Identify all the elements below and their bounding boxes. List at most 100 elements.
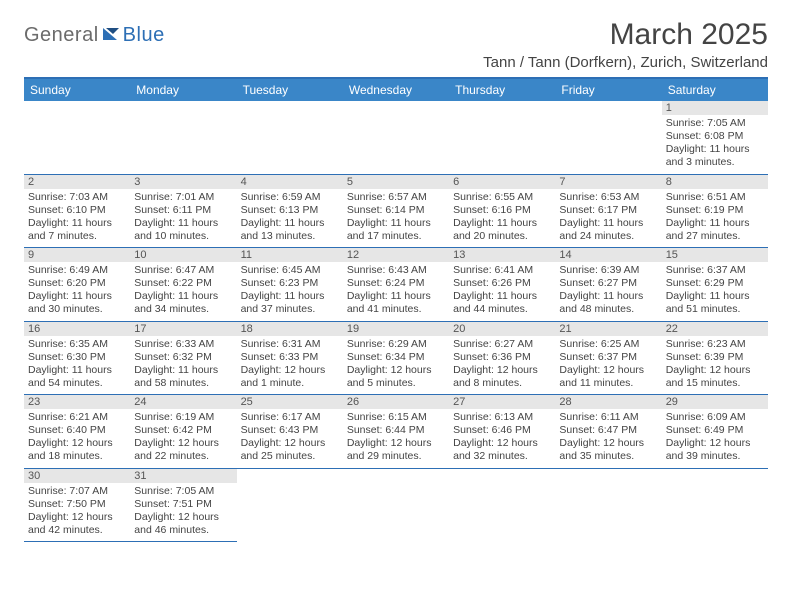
daylight-text: Daylight: 12 hours and 35 minutes. — [559, 437, 657, 463]
sunset-text: Sunset: 6:10 PM — [28, 204, 126, 217]
sunrise-text: Sunrise: 6:09 AM — [666, 411, 764, 424]
calendar-cell: 3Sunrise: 7:01 AMSunset: 6:11 PMDaylight… — [130, 174, 236, 248]
location-subtitle: Tann / Tann (Dorfkern), Zurich, Switzerl… — [483, 54, 768, 71]
weekday-header: Wednesday — [343, 79, 449, 101]
day-details: Sunrise: 6:19 AMSunset: 6:42 PMDaylight:… — [130, 409, 236, 468]
sunrise-text: Sunrise: 7:03 AM — [28, 191, 126, 204]
daylight-text: Daylight: 11 hours and 30 minutes. — [28, 290, 126, 316]
day-number: 30 — [24, 469, 130, 483]
calendar-cell: 6Sunrise: 6:55 AMSunset: 6:16 PMDaylight… — [449, 174, 555, 248]
day-number: 31 — [130, 469, 236, 483]
calendar-cell — [449, 468, 555, 542]
day-details: Sunrise: 6:55 AMSunset: 6:16 PMDaylight:… — [449, 189, 555, 248]
day-number: 15 — [662, 248, 768, 262]
daylight-text: Daylight: 11 hours and 7 minutes. — [28, 217, 126, 243]
logo-flag-icon — [103, 26, 121, 40]
day-details: Sunrise: 6:45 AMSunset: 6:23 PMDaylight:… — [237, 262, 343, 321]
sunrise-text: Sunrise: 6:37 AM — [666, 264, 764, 277]
sunrise-text: Sunrise: 7:01 AM — [134, 191, 232, 204]
daylight-text: Daylight: 11 hours and 48 minutes. — [559, 290, 657, 316]
day-number: 2 — [24, 175, 130, 189]
weekday-header: Sunday — [24, 79, 130, 101]
day-details: Sunrise: 6:57 AMSunset: 6:14 PMDaylight:… — [343, 189, 449, 248]
calendar-cell: 16Sunrise: 6:35 AMSunset: 6:30 PMDayligh… — [24, 321, 130, 395]
day-details: Sunrise: 6:15 AMSunset: 6:44 PMDaylight:… — [343, 409, 449, 468]
day-number: 21 — [555, 322, 661, 336]
daylight-text: Daylight: 12 hours and 15 minutes. — [666, 364, 764, 390]
sunset-text: Sunset: 6:32 PM — [134, 351, 232, 364]
day-details: Sunrise: 6:41 AMSunset: 6:26 PMDaylight:… — [449, 262, 555, 321]
daylight-text: Daylight: 12 hours and 1 minute. — [241, 364, 339, 390]
calendar-cell: 7Sunrise: 6:53 AMSunset: 6:17 PMDaylight… — [555, 174, 661, 248]
daylight-text: Daylight: 11 hours and 24 minutes. — [559, 217, 657, 243]
calendar-cell: 18Sunrise: 6:31 AMSunset: 6:33 PMDayligh… — [237, 321, 343, 395]
calendar-cell: 2 Sunrise: 7:03 AMSunset: 6:10 PMDaylight… — [24, 174, 130, 248]
day-number: 19 — [343, 322, 449, 336]
daylight-text: Daylight: 11 hours and 58 minutes. — [134, 364, 232, 390]
calendar-cell: 25Sunrise: 6:17 AMSunset: 6:43 PMDayligh… — [237, 395, 343, 469]
sunset-text: Sunset: 6:24 PM — [347, 277, 445, 290]
sunset-text: Sunset: 6:20 PM — [28, 277, 126, 290]
sunrise-text: Sunrise: 6:11 AM — [559, 411, 657, 424]
calendar-week-row: 2Sunrise: 7:03 AMSunset: 6:10 PMDaylight… — [24, 174, 768, 248]
sunrise-text: Sunrise: 6:39 AM — [559, 264, 657, 277]
day-number: 25 — [237, 395, 343, 409]
sunrise-text: Sunrise: 6:29 AM — [347, 338, 445, 351]
day-details: Sunrise: 6:37 AMSunset: 6:29 PMDaylight:… — [662, 262, 768, 321]
sunset-text: Sunset: 6:13 PM — [241, 204, 339, 217]
day-number: 27 — [449, 395, 555, 409]
daylight-text: Daylight: 11 hours and 27 minutes. — [666, 217, 764, 243]
sunrise-text: Sunrise: 6:49 AM — [28, 264, 126, 277]
sunrise-text: Sunrise: 6:13 AM — [453, 411, 551, 424]
calendar-cell: 11Sunrise: 6:45 AMSunset: 6:23 PMDayligh… — [237, 248, 343, 322]
logo: General Blue — [24, 18, 165, 47]
sunrise-text: Sunrise: 6:35 AM — [28, 338, 126, 351]
calendar-cell — [237, 101, 343, 174]
calendar-cell: 12Sunrise: 6:43 AMSunset: 6:24 PMDayligh… — [343, 248, 449, 322]
day-number: 4 — [237, 175, 343, 189]
calendar-cell: 23Sunrise: 6:21 AMSunset: 6:40 PMDayligh… — [24, 395, 130, 469]
day-details: Sunrise: 6:47 AMSunset: 6:22 PMDaylight:… — [130, 262, 236, 321]
title-block: March 2025 Tann / Tann (Dorfkern), Zuric… — [483, 18, 768, 71]
sunset-text: Sunset: 6:42 PM — [134, 424, 232, 437]
sunset-text: Sunset: 6:27 PM — [559, 277, 657, 290]
sunset-text: Sunset: 6:22 PM — [134, 277, 232, 290]
day-details: Sunrise: 6:59 AMSunset: 6:13 PMDaylight:… — [237, 189, 343, 248]
day-number: 23 — [24, 395, 130, 409]
logo-word-2: Blue — [123, 24, 165, 47]
daylight-text: Daylight: 12 hours and 46 minutes. — [134, 511, 232, 537]
day-details: Sunrise: 7:05 AMSunset: 6:08 PMDaylight:… — [662, 115, 768, 174]
day-details: Sunrise: 6:31 AMSunset: 6:33 PMDaylight:… — [237, 336, 343, 395]
logo-word-1: General — [24, 24, 99, 47]
calendar-cell: 17Sunrise: 6:33 AMSunset: 6:32 PMDayligh… — [130, 321, 236, 395]
day-number: 22 — [662, 322, 768, 336]
day-details: Sunrise: 6:09 AMSunset: 6:49 PMDaylight:… — [662, 409, 768, 468]
sunrise-text: Sunrise: 6:47 AM — [134, 264, 232, 277]
day-details: Sunrise: 6:51 AMSunset: 6:19 PMDaylight:… — [662, 189, 768, 248]
calendar-cell: 22Sunrise: 6:23 AMSunset: 6:39 PMDayligh… — [662, 321, 768, 395]
calendar-week-row: 1Sunrise: 7:05 AMSunset: 6:08 PMDaylight… — [24, 101, 768, 174]
calendar-cell — [343, 101, 449, 174]
calendar-page: General Blue March 2025 Tann / Tann (Dor… — [0, 0, 792, 560]
sunrise-text: Sunrise: 7:05 AM — [666, 117, 764, 130]
day-details: Sunrise: 7:01 AMSunset: 6:11 PMDaylight:… — [130, 189, 236, 248]
calendar-cell: 9Sunrise: 6:49 AMSunset: 6:20 PMDaylight… — [24, 248, 130, 322]
sunset-text: Sunset: 6:43 PM — [241, 424, 339, 437]
day-details: Sunrise: 6:35 AMSunset: 6:30 PMDaylight:… — [24, 336, 130, 395]
day-number: 13 — [449, 248, 555, 262]
daylight-text: Daylight: 11 hours and 51 minutes. — [666, 290, 764, 316]
calendar-cell: 4Sunrise: 6:59 AMSunset: 6:13 PMDaylight… — [237, 174, 343, 248]
sunset-text: Sunset: 6:23 PM — [241, 277, 339, 290]
daylight-text: Daylight: 12 hours and 5 minutes. — [347, 364, 445, 390]
day-number: 28 — [555, 395, 661, 409]
daylight-text: Daylight: 12 hours and 11 minutes. — [559, 364, 657, 390]
sunset-text: Sunset: 6:19 PM — [666, 204, 764, 217]
calendar-cell: 31Sunrise: 7:05 AMSunset: 7:51 PMDayligh… — [130, 468, 236, 542]
day-details: Sunrise: 6:49 AMSunset: 6:20 PMDaylight:… — [24, 262, 130, 321]
sunset-text: Sunset: 7:50 PM — [28, 498, 126, 511]
daylight-text: Daylight: 11 hours and 37 minutes. — [241, 290, 339, 316]
daylight-text: Daylight: 12 hours and 18 minutes. — [28, 437, 126, 463]
calendar-cell: 1Sunrise: 7:05 AMSunset: 6:08 PMDaylight… — [662, 101, 768, 174]
weekday-header: Saturday — [662, 79, 768, 101]
daylight-text: Daylight: 11 hours and 54 minutes. — [28, 364, 126, 390]
